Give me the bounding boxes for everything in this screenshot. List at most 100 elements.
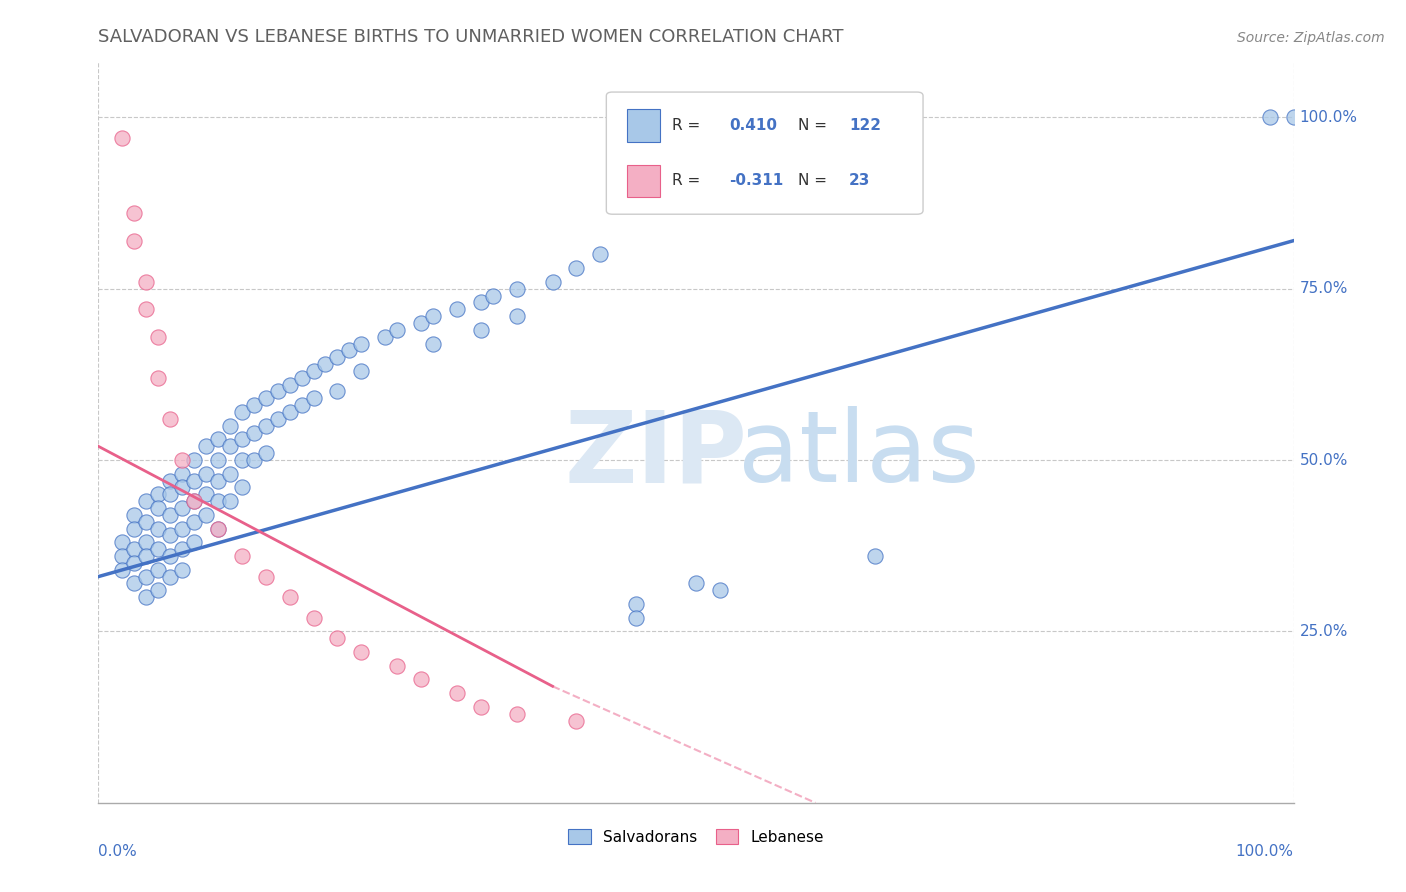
Point <box>685 576 707 591</box>
Point <box>111 549 134 563</box>
Point <box>183 453 205 467</box>
Point <box>278 377 301 392</box>
Point <box>135 302 157 317</box>
Point <box>231 405 253 419</box>
Point <box>422 309 444 323</box>
Bar <box>627 165 661 197</box>
Point <box>195 439 218 453</box>
Point <box>219 418 242 433</box>
Point <box>385 323 409 337</box>
Legend: Salvadorans, Lebanese: Salvadorans, Lebanese <box>561 823 831 851</box>
Point <box>172 522 194 536</box>
Point <box>326 350 349 364</box>
FancyBboxPatch shape <box>606 92 922 214</box>
Point <box>506 309 529 323</box>
Point <box>565 714 588 728</box>
Point <box>148 329 170 343</box>
Point <box>254 418 277 433</box>
Point <box>231 549 253 563</box>
Point <box>148 583 170 598</box>
Point <box>148 501 170 516</box>
Point <box>302 364 325 378</box>
Point <box>183 494 205 508</box>
Point <box>339 343 361 358</box>
Text: N =: N = <box>797 118 831 133</box>
Text: ZIP: ZIP <box>565 407 748 503</box>
Point <box>207 433 229 447</box>
Point <box>183 535 205 549</box>
Text: 75.0%: 75.0% <box>1299 281 1348 296</box>
Point <box>135 549 157 563</box>
Point <box>350 645 373 659</box>
Point <box>124 542 146 557</box>
Point <box>302 392 325 406</box>
Text: N =: N = <box>797 173 831 188</box>
Text: 25.0%: 25.0% <box>1299 624 1348 639</box>
Point <box>231 453 253 467</box>
Point <box>302 610 325 624</box>
Point <box>326 384 349 399</box>
Point <box>350 364 373 378</box>
Point <box>124 556 146 570</box>
Point <box>254 392 277 406</box>
Point <box>506 282 529 296</box>
Text: SALVADORAN VS LEBANESE BIRTHS TO UNMARRIED WOMEN CORRELATION CHART: SALVADORAN VS LEBANESE BIRTHS TO UNMARRI… <box>98 28 844 45</box>
Point <box>159 549 181 563</box>
Text: 100.0%: 100.0% <box>1236 844 1294 858</box>
Point <box>267 384 290 399</box>
Point <box>315 357 337 371</box>
Point <box>135 494 157 508</box>
Point <box>159 487 181 501</box>
Point <box>124 234 146 248</box>
Point <box>172 501 194 516</box>
Text: 0.410: 0.410 <box>730 118 778 133</box>
Point <box>709 583 731 598</box>
Point <box>159 474 181 488</box>
Point <box>481 288 505 302</box>
Point <box>374 329 396 343</box>
Point <box>1282 110 1305 124</box>
Point <box>135 275 157 289</box>
Point <box>135 535 157 549</box>
Point <box>183 474 205 488</box>
Text: R =: R = <box>672 173 706 188</box>
Point <box>446 686 468 700</box>
Point <box>124 508 146 522</box>
Point <box>159 569 181 583</box>
Text: 100.0%: 100.0% <box>1299 110 1358 125</box>
Point <box>172 480 194 494</box>
Point <box>231 480 253 494</box>
Point <box>135 515 157 529</box>
Point <box>219 439 242 453</box>
Point <box>111 535 134 549</box>
Point <box>219 467 242 481</box>
Point <box>195 508 218 522</box>
Point <box>172 467 194 481</box>
Point <box>422 336 444 351</box>
Point <box>135 569 157 583</box>
Point <box>219 494 242 508</box>
Point <box>207 474 229 488</box>
Text: R =: R = <box>672 118 706 133</box>
Point <box>470 295 492 310</box>
Text: atlas: atlas <box>738 407 980 503</box>
Point <box>148 371 170 385</box>
Text: 50.0%: 50.0% <box>1299 452 1348 467</box>
Point <box>124 576 146 591</box>
Point <box>111 131 134 145</box>
Text: 23: 23 <box>849 173 870 188</box>
Text: 122: 122 <box>849 118 882 133</box>
Text: -0.311: -0.311 <box>730 173 783 188</box>
Point <box>148 542 170 557</box>
Point <box>254 446 277 460</box>
Point <box>291 398 314 412</box>
Point <box>278 405 301 419</box>
Point <box>159 528 181 542</box>
Point <box>159 412 181 426</box>
Point <box>135 590 157 604</box>
Point <box>148 487 170 501</box>
Point <box>159 508 181 522</box>
Point <box>541 275 564 289</box>
Point <box>243 398 266 412</box>
Point <box>207 453 229 467</box>
